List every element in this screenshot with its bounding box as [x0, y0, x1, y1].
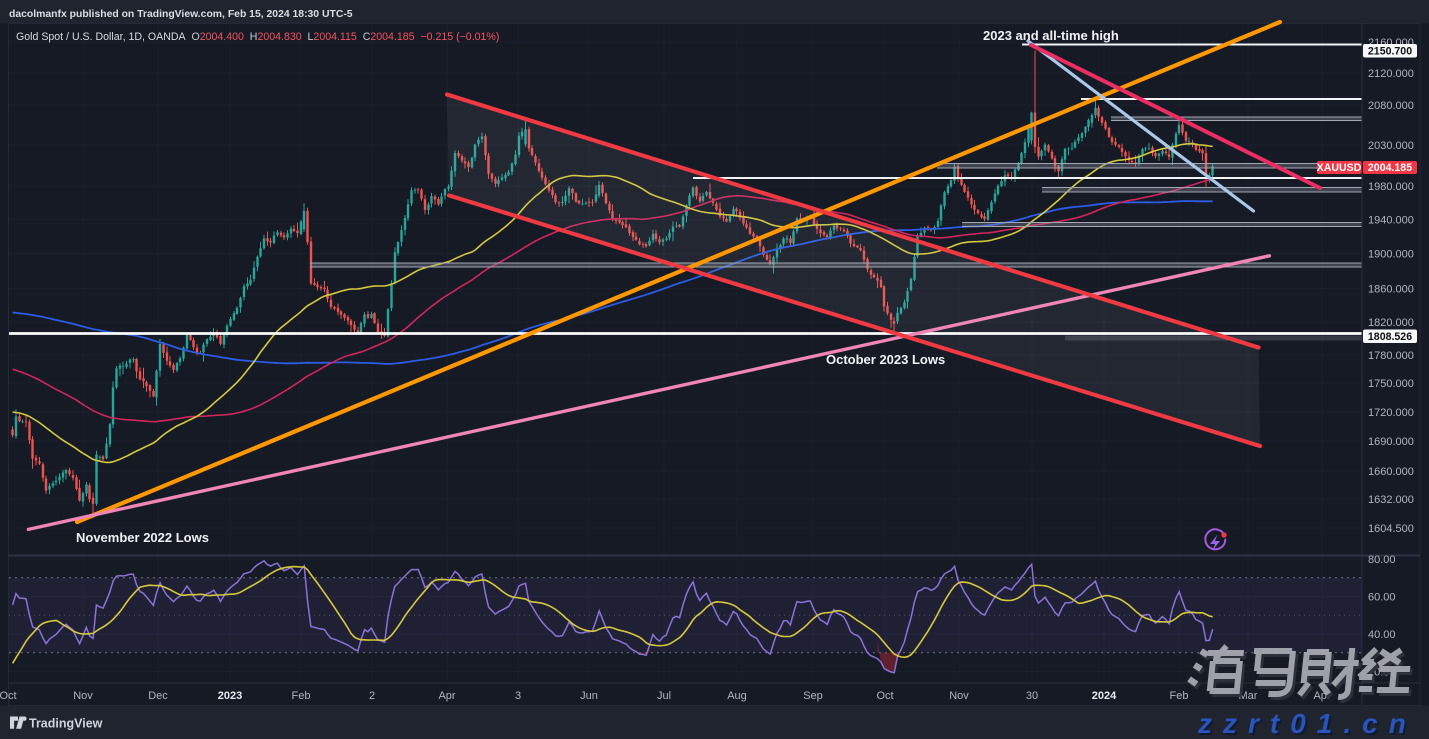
svg-text:1980.000: 1980.000 — [1368, 181, 1414, 193]
svg-text:Nov: Nov — [949, 690, 969, 702]
svg-text:Jun: Jun — [580, 690, 598, 702]
svg-text:2080.000: 2080.000 — [1368, 100, 1414, 112]
svg-text:1780.000: 1780.000 — [1368, 350, 1414, 362]
svg-text:Apr: Apr — [438, 690, 455, 702]
svg-text:Aug: Aug — [727, 690, 747, 702]
svg-text:1604.500: 1604.500 — [1368, 523, 1414, 535]
svg-text:Oct: Oct — [876, 690, 893, 702]
svg-text:2150.700: 2150.700 — [1368, 46, 1412, 58]
svg-text:Dec: Dec — [148, 690, 168, 702]
svg-text:XAUUSD: XAUUSD — [1317, 162, 1362, 174]
svg-text:Oct: Oct — [0, 690, 17, 702]
svg-text:Gold Spot / U.S. Dollar, 1D, O: Gold Spot / U.S. Dollar, 1D, OANDA O2004… — [16, 31, 499, 43]
svg-text:1632.000: 1632.000 — [1368, 494, 1414, 506]
svg-text:1940.000: 1940.000 — [1368, 214, 1414, 226]
svg-text:TradingView: TradingView — [29, 717, 103, 731]
svg-text:October 2023 Lows: October 2023 Lows — [826, 352, 945, 367]
svg-text:zzrt01.cn: zzrt01.cn — [1197, 708, 1417, 739]
svg-text:1720.000: 1720.000 — [1368, 407, 1414, 419]
svg-text:1660.000: 1660.000 — [1368, 466, 1414, 478]
svg-text:40.00: 40.00 — [1368, 629, 1396, 641]
svg-text:80.00: 80.00 — [1368, 554, 1396, 566]
svg-text:2: 2 — [369, 690, 375, 702]
svg-text:Feb: Feb — [1170, 690, 1189, 702]
svg-text:30: 30 — [1026, 690, 1038, 702]
svg-text:1808.526: 1808.526 — [1368, 331, 1412, 343]
svg-text:2030.000: 2030.000 — [1368, 140, 1414, 152]
svg-text:Feb: Feb — [292, 690, 311, 702]
svg-text:2023: 2023 — [218, 690, 242, 702]
svg-text:2004.185: 2004.185 — [1368, 162, 1412, 174]
svg-text:Mar: Mar — [1239, 690, 1258, 702]
svg-text:60.00: 60.00 — [1368, 591, 1396, 603]
svg-text:zzrt01.cn: zzrt01.cn — [1199, 710, 1419, 739]
svg-text:1860.000: 1860.000 — [1368, 283, 1414, 295]
svg-text:Jul: Jul — [657, 690, 671, 702]
svg-text:1750.000: 1750.000 — [1368, 378, 1414, 390]
svg-text:2024: 2024 — [1092, 690, 1117, 702]
svg-text:2120.000: 2120.000 — [1368, 68, 1414, 80]
svg-text:dacolmanfx published on Tradin: dacolmanfx published on TradingView.com,… — [9, 9, 353, 20]
svg-text:1690.000: 1690.000 — [1368, 436, 1414, 448]
svg-text:2023 and all-time high: 2023 and all-time high — [983, 28, 1119, 43]
svg-text:Sep: Sep — [803, 690, 823, 702]
svg-text:Nov: Nov — [73, 690, 93, 702]
svg-text:3: 3 — [515, 690, 521, 702]
svg-text:1820.000: 1820.000 — [1368, 317, 1414, 329]
svg-text:1900.000: 1900.000 — [1368, 248, 1414, 260]
svg-text:November 2022 Lows: November 2022 Lows — [76, 530, 209, 545]
